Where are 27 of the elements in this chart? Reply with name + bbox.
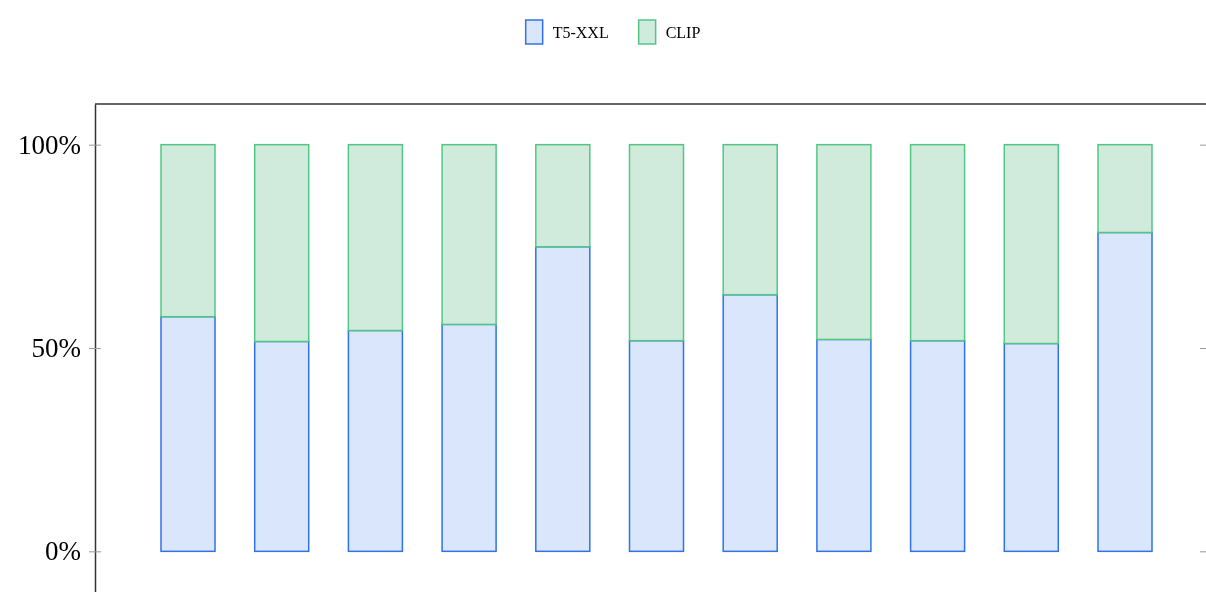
bar [1097,143,1153,234]
bar [347,329,404,553]
bar [535,143,591,248]
bar [160,143,216,318]
bar [535,245,591,553]
bar [160,315,216,553]
y-tick-label: 0% [45,536,81,567]
legend-label: CLIP [665,24,701,41]
bar [441,323,497,553]
bar [722,293,778,553]
bar [628,339,685,553]
bar [1003,342,1060,553]
bar [441,143,497,326]
bar [253,143,310,343]
y-tick-label: 100% [18,129,81,160]
bar [816,338,872,553]
bar [1003,143,1060,345]
bar [722,143,778,296]
legend-label: T5-XXL [552,24,609,41]
bar [909,339,966,553]
bar [628,143,685,342]
y-tick-label: 50% [31,333,81,364]
bar [253,340,310,553]
bar [909,143,966,342]
bar [816,143,872,341]
bar [1097,231,1153,553]
bar [347,143,404,332]
